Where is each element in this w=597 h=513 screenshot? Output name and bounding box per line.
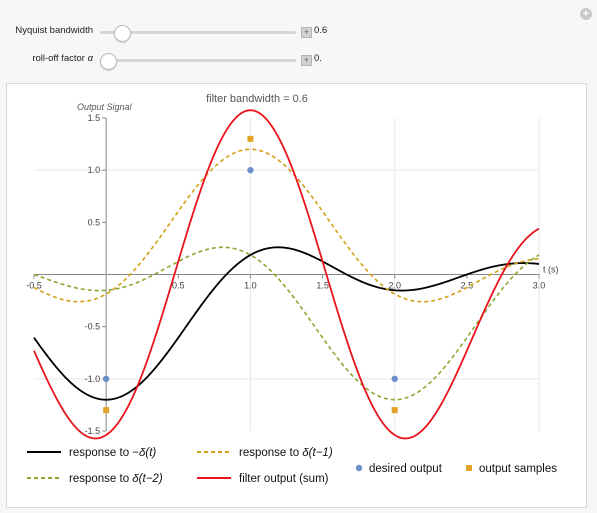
legend-label: filter output (sum) — [239, 473, 329, 485]
curves — [33, 109, 540, 440]
bandwidth-value: 0.6 — [314, 25, 328, 36]
desired-output-point — [391, 375, 398, 383]
legend-label: response to −δ(t) — [69, 447, 156, 459]
x-axis-label: t (s) — [543, 265, 559, 275]
x-tick-label: 0.5 — [172, 281, 185, 291]
series-line — [33, 246, 540, 401]
ticks: -0.5 0.5 1.0 1.5 2.0 2.5 3.0 1.5 1.0 0.5 -0.5 -1.0 -… — [26, 113, 558, 436]
legend-label: response to δ(t−2) — [69, 473, 163, 485]
rolloff-symbol: α — [87, 53, 93, 64]
bandwidth-slider-thumb[interactable] — [114, 25, 132, 42]
legend-desired-marker — [355, 464, 363, 472]
legend-label: response to δ(t−1) — [239, 447, 333, 459]
series-line — [33, 148, 540, 303]
series-line — [33, 109, 540, 440]
bandwidth-slider[interactable] — [100, 25, 296, 42]
rolloff-expand-icon[interactable]: + — [301, 55, 312, 66]
series-line — [33, 246, 540, 401]
rolloff-control: roll-off factor α + 0. — [0, 50, 597, 70]
output-sample-point — [247, 135, 254, 142]
x-tick-label: -0.5 — [26, 281, 42, 291]
x-tick-label: 1.5 — [316, 281, 329, 291]
rolloff-label-text: roll-off factor — [32, 53, 85, 64]
x-tick-label: 3.0 — [533, 281, 546, 291]
add-icon[interactable]: + — [580, 8, 592, 20]
legend-samples-marker — [466, 465, 472, 471]
rolloff-value: 0. — [314, 53, 322, 64]
bandwidth-expand-icon[interactable]: + — [301, 27, 312, 38]
rolloff-label: roll-off factor α — [32, 53, 93, 64]
legend: response to −δ(t) response to δ(t−1) respo… — [27, 447, 557, 485]
y-axis-label: Output Signal — [77, 102, 133, 112]
desired-output-point — [102, 375, 110, 383]
y-tick-label: -1.0 — [85, 374, 101, 384]
markers — [102, 135, 398, 414]
chart-title: filter bandwidth = 0.6 — [206, 93, 308, 105]
output-sample-point — [103, 407, 110, 414]
axes — [34, 118, 539, 431]
y-tick-label: 1.5 — [88, 113, 101, 123]
y-tick-label: -0.5 — [85, 322, 101, 332]
x-tick-label: 2.0 — [388, 281, 401, 291]
x-tick-label: 1.0 — [244, 281, 257, 291]
x-tick-label: 2.5 — [461, 281, 474, 291]
output-signal-chart: filter bandwidth = 0.6 Output Signal -0.… — [26, 93, 558, 485]
legend-samples-label: output samples — [479, 463, 557, 475]
legend-desired-label: desired output — [369, 463, 443, 475]
rolloff-slider[interactable] — [100, 53, 296, 70]
y-tick-label: 1.0 — [88, 165, 101, 175]
bandwidth-label: Nyquist bandwidth — [15, 25, 93, 36]
bandwidth-control: Nyquist bandwidth + 0.6 — [0, 22, 597, 42]
rolloff-slider-thumb[interactable] — [100, 53, 117, 70]
plot-frame: filter bandwidth = 0.6 Output Signal -0.… — [6, 83, 587, 508]
output-sample-point — [391, 407, 398, 414]
y-tick-label: 0.5 — [88, 217, 101, 227]
desired-output-point — [247, 166, 254, 174]
y-tick-label: -1.5 — [85, 426, 101, 436]
